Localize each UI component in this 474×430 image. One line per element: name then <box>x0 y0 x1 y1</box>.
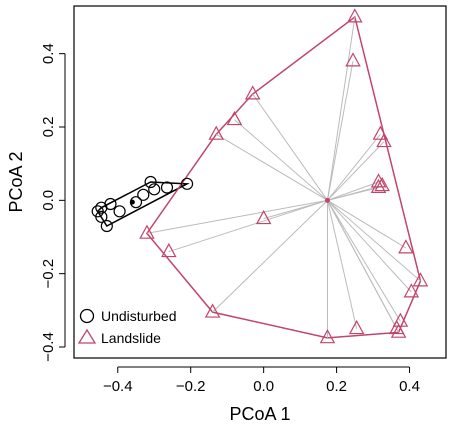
landslide-spider-line <box>212 199 328 313</box>
landslide-point <box>376 132 392 148</box>
landslide-spider-line <box>326 60 354 201</box>
undisturbed-point <box>113 205 126 218</box>
y-tick-label: −0.4 <box>40 332 57 362</box>
landslide-spider-line <box>327 187 379 201</box>
landslide-point <box>319 329 336 344</box>
landslide-spider-line <box>327 199 407 249</box>
y-tick-label: 0.2 <box>40 117 57 138</box>
undisturbed-point <box>95 210 108 223</box>
landslide-spider-line <box>326 16 356 201</box>
landslide-point <box>370 178 387 193</box>
legend: Undisturbed Landslide <box>77 308 177 346</box>
landslide-point <box>370 173 387 188</box>
landslide-spider-line <box>327 200 400 333</box>
plot-frame <box>73 5 447 359</box>
landslide-spider-line <box>327 199 421 282</box>
legend-label-undisturbed: Undisturbed <box>101 308 177 324</box>
landslide-point <box>374 176 390 192</box>
undisturbed-point <box>148 183 161 196</box>
landslide-spider-line <box>326 200 358 329</box>
x-tick-label: −0.4 <box>103 378 133 395</box>
x-tick-label: 0.0 <box>253 378 274 395</box>
landslide-point <box>244 85 261 100</box>
legend-circle-icon <box>79 308 95 324</box>
landslide-spider-line <box>327 199 412 293</box>
landslide-point <box>403 283 420 298</box>
landslide-point <box>398 239 414 254</box>
landslide-spider-line <box>327 181 379 201</box>
landslide-point <box>390 323 407 338</box>
undisturbed-point <box>104 197 117 211</box>
landslide-point <box>255 209 272 225</box>
x-tick-label: −0.2 <box>176 378 206 395</box>
landslide-point <box>139 224 155 239</box>
landslide-spider-line <box>252 93 328 201</box>
landslide-point <box>161 242 177 258</box>
landslide-spider-line <box>327 141 385 201</box>
landslide-point <box>412 272 429 287</box>
landslide-spider-line <box>327 134 381 201</box>
landslide-point <box>347 8 363 23</box>
x-tick-label: 0.2 <box>326 378 347 395</box>
landslide-point <box>345 52 361 67</box>
undisturbed-point <box>144 175 157 189</box>
landslide-point <box>208 125 224 140</box>
landslide-point <box>392 312 409 327</box>
landslide-point <box>226 110 243 126</box>
legend-triangle-icon <box>77 328 97 344</box>
landslide-spider-line <box>215 133 328 201</box>
y-axis-title: PCoA 2 <box>6 151 26 212</box>
y-tick-label: 0.0 <box>40 190 57 211</box>
undisturbed-hull <box>96 181 190 227</box>
undisturbed-point <box>137 188 150 201</box>
landslide-spider-line <box>234 119 328 201</box>
undisturbed-point <box>100 219 113 233</box>
undisturbed-point <box>180 177 194 190</box>
landslide-point <box>204 303 221 318</box>
y-tick-label: 0.4 <box>40 43 57 64</box>
y-tick-label: −0.2 <box>40 259 57 289</box>
landslide-point <box>348 319 365 335</box>
landslide-spider-line <box>327 200 401 322</box>
landslide-point <box>372 125 389 140</box>
undisturbed-point <box>160 181 174 194</box>
legend-label-landslide: Landslide <box>101 330 161 346</box>
landslide-centroid <box>324 197 330 203</box>
x-axis-title: PCoA 1 <box>229 404 290 424</box>
landslide-spider-line <box>168 199 328 253</box>
undisturbed-centroid <box>129 199 135 205</box>
landslide-spider-line <box>146 199 328 234</box>
x-tick-label: 0.4 <box>399 378 420 395</box>
